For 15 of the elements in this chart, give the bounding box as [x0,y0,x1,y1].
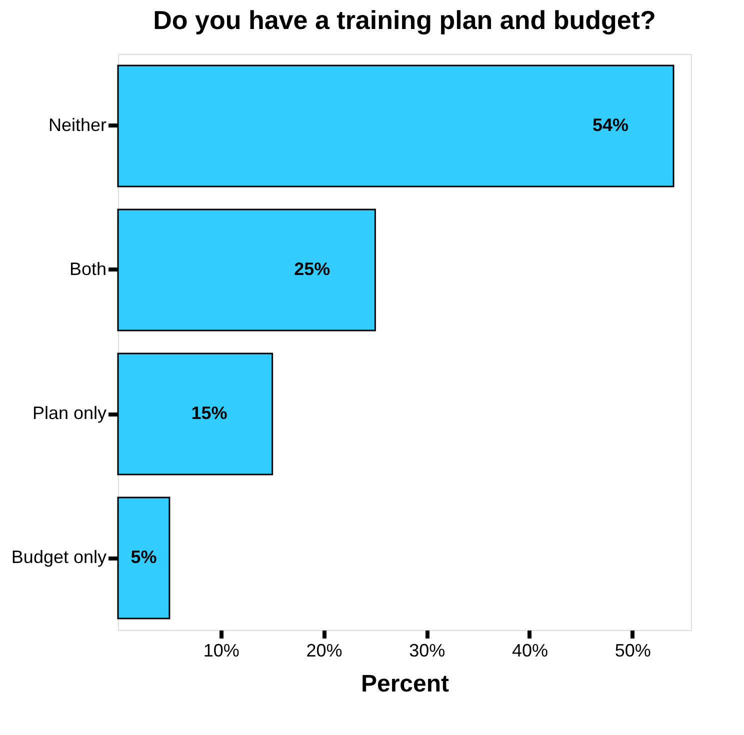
x-tick-label: 40% [512,640,548,660]
x-tick-label: 30% [409,640,446,660]
y-tick-label: Budget only [11,547,106,567]
y-tick-label: Plan only [32,403,106,423]
x-axis-title: Percent [360,670,450,698]
data-label: 5% [130,547,157,567]
y-tick-label: Neither [48,115,106,135]
data-label: 54% [592,115,628,135]
data-label: 15% [191,403,228,423]
y-tick-label: Both [69,259,106,279]
data-label: 25% [294,259,330,279]
x-tick-label: 10% [203,640,240,660]
x-tick-label: 20% [306,640,342,660]
chart-title: Do you have a training plan and budget? [153,5,656,35]
x-tick-label: 50% [614,640,651,660]
